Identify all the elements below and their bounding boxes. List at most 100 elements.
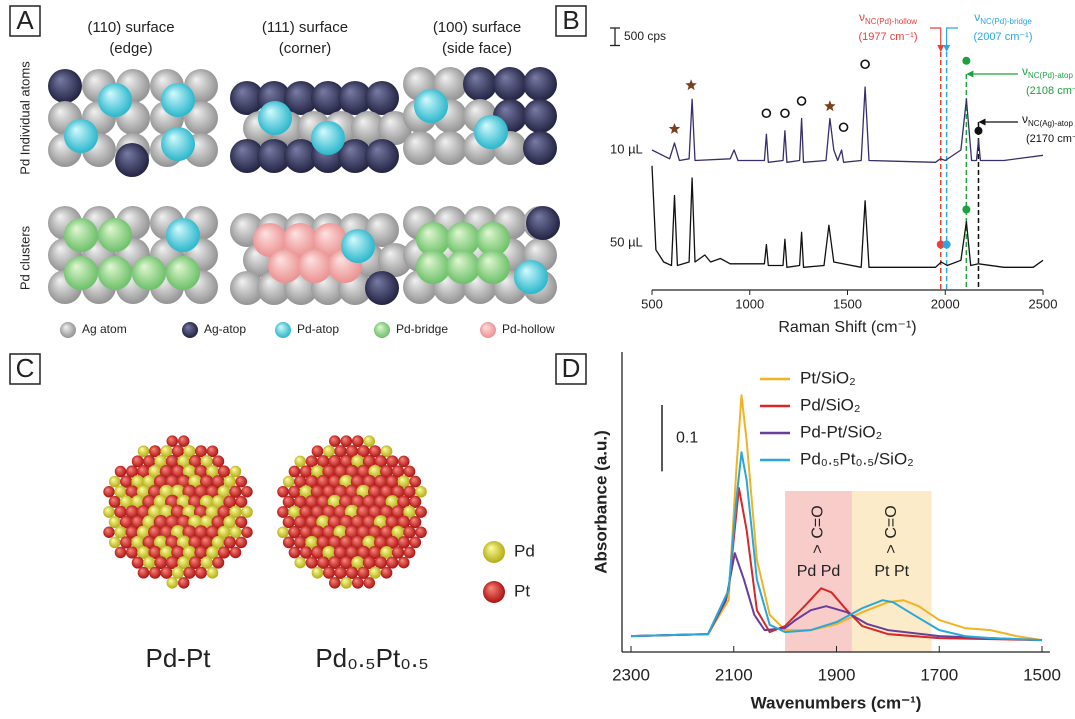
atom (115, 547, 127, 559)
legend-label: Pt (514, 581, 530, 600)
column-subtitle: (edge) (109, 40, 152, 57)
panel-label: B (562, 5, 579, 35)
spectrum (652, 166, 1043, 267)
atom (298, 249, 332, 283)
annotation-subscript: NC(Ag)-atop (1028, 119, 1073, 128)
atom (493, 67, 527, 101)
peak-marker-circle (781, 109, 789, 117)
atom (98, 218, 132, 252)
atom (446, 250, 480, 284)
atom (474, 115, 508, 149)
atom (218, 546, 230, 558)
particle-label: Pd-Pt (145, 643, 211, 673)
peak-marker-dot (962, 57, 970, 65)
atom (526, 206, 560, 240)
legend-swatch (275, 322, 291, 338)
x-tick-label: 1500 (1023, 665, 1061, 684)
atom (352, 577, 364, 589)
atom (463, 67, 497, 101)
atom (161, 127, 195, 161)
atom (364, 435, 375, 446)
atom (132, 256, 166, 290)
peak-marker-dot (943, 241, 951, 249)
atom (415, 526, 427, 538)
row-label: Pd Individual atoms (17, 61, 32, 175)
atom (398, 456, 410, 468)
atom (369, 567, 381, 579)
legend-label: Ag-atop (204, 322, 246, 336)
atom (329, 435, 340, 446)
atom (294, 557, 306, 569)
legend-label: Ag atom (82, 322, 127, 336)
atom (166, 256, 200, 290)
atom (289, 466, 301, 478)
legend-label: Pd/SiO₂ (800, 395, 860, 414)
x-tick-label: 1000 (735, 296, 764, 311)
peak-marker-star (685, 79, 696, 90)
annotation: νNC(Pd)-bridge (974, 10, 1032, 26)
atom (340, 435, 352, 447)
atom (268, 249, 302, 283)
atom (241, 486, 252, 497)
annotation-connector (947, 28, 958, 46)
atom (404, 466, 416, 478)
row-label: Pd clusters (17, 225, 32, 290)
atom (283, 476, 295, 488)
atom (230, 547, 242, 559)
atom (195, 567, 207, 579)
atom (183, 567, 195, 579)
atom (277, 506, 289, 518)
atom (230, 466, 242, 478)
legend-swatch (374, 322, 390, 338)
x-tick-label: 1500 (833, 296, 862, 311)
atom (352, 435, 364, 447)
atom (311, 121, 345, 155)
atom (98, 256, 132, 290)
atom (235, 537, 247, 549)
legend-label: Pt/SiO₂ (800, 368, 856, 387)
annotation-wavenumber: (2007 cm⁻¹) (974, 31, 1033, 43)
scale-bar-label: 0.1 (676, 429, 698, 446)
atom (115, 143, 149, 177)
peak-marker-circle (762, 109, 770, 117)
atom (476, 250, 510, 284)
atom (98, 83, 132, 117)
atom (404, 547, 416, 559)
annotation-arrow (978, 119, 985, 126)
atom (381, 567, 393, 579)
scale-bar (610, 28, 620, 46)
atom (403, 131, 437, 165)
series-label: 50 µL (610, 234, 643, 249)
particle-label: Pd₀.₅Pt₀.₅ (315, 643, 428, 673)
legend-swatch (483, 581, 505, 603)
atom (64, 256, 98, 290)
annotation-subscript: NC(Pd)-atop (1028, 71, 1073, 80)
legend-label: Pd-Pt/SiO₂ (800, 422, 882, 441)
atom (241, 527, 252, 538)
legend-swatch (480, 322, 496, 338)
peak-marker-dot (974, 127, 982, 135)
legend-label: Pd-atop (297, 322, 339, 336)
scale-bar-label: 500 cps (624, 29, 666, 43)
y-axis-label: Absorbance (a.u.) (591, 430, 610, 574)
x-tick-label: 500 (641, 296, 663, 311)
atom (161, 83, 195, 117)
atom (346, 567, 358, 579)
atom (414, 89, 448, 123)
metals: Pd Pd (797, 563, 841, 580)
adsorbate: C=O (883, 505, 900, 538)
legend-swatch (182, 322, 198, 338)
atom (409, 476, 421, 488)
peak-marker-dot (962, 206, 970, 214)
x-tick-label: 2100 (715, 665, 753, 684)
atom (109, 537, 121, 549)
annotation-subscript: NC(Pd)-hollow (865, 17, 917, 26)
annotation-arrow (937, 45, 944, 52)
legend-label: Pd (514, 541, 535, 560)
atom (323, 567, 335, 579)
atom (416, 250, 450, 284)
figure: A B C D (110) surface (edge) (111) surfa… (0, 0, 1075, 719)
atom (514, 260, 548, 294)
panel-label: D (562, 353, 581, 383)
atom (277, 486, 289, 498)
